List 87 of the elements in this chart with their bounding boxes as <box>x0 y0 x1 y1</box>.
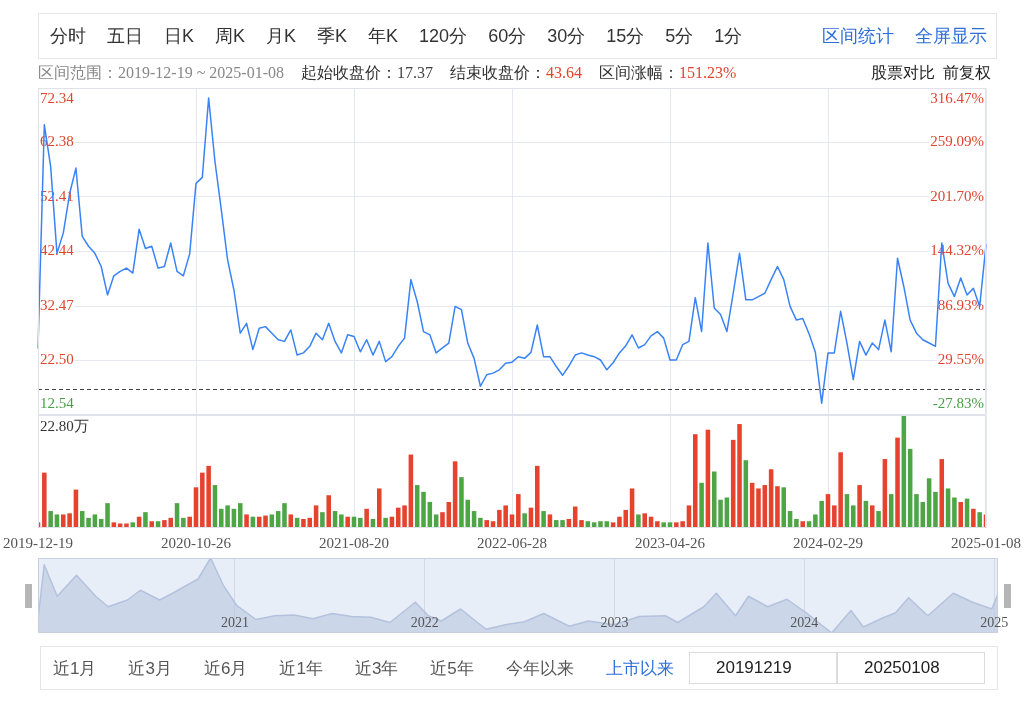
bar <box>181 517 186 528</box>
text: 股票对比 前复权 <box>871 62 991 83</box>
bar <box>636 514 641 528</box>
bar <box>282 503 287 528</box>
bar <box>105 503 110 528</box>
x-tick-label: 2025-01-08 <box>951 534 1021 551</box>
bar <box>933 491 938 528</box>
date-field: 20191219 <box>689 652 837 684</box>
bar <box>952 497 957 528</box>
y2-tick-label: -27.83% <box>932 394 984 411</box>
y-tick-label: 32.47 <box>40 296 75 313</box>
y-tick-label: 42.44 <box>40 242 75 259</box>
bar <box>237 503 243 528</box>
y-tick-label: 22.50 <box>40 351 74 368</box>
x-tick-label: 2022-06-28 <box>477 534 547 551</box>
bar <box>124 523 129 528</box>
bar <box>440 512 445 528</box>
y2-tick-label: 29.55% <box>937 351 984 368</box>
x-tick-label: 2021-08-20 <box>319 534 389 551</box>
bar <box>377 488 382 528</box>
bar <box>326 495 331 528</box>
bar <box>244 514 249 528</box>
bar <box>869 505 875 528</box>
x-tick-label: 2021 <box>220 614 249 630</box>
x-tick-label: 2019-12-19 <box>3 534 73 551</box>
bar <box>971 508 976 528</box>
bar <box>484 520 489 528</box>
bar <box>48 511 53 528</box>
bar <box>699 482 704 528</box>
bar <box>345 516 350 528</box>
text: 区间涨幅：151.23% <box>598 62 737 83</box>
bar <box>143 512 148 528</box>
bar <box>977 512 982 528</box>
text: 区间范围：2019-12-19 ~ 2025-01-08 <box>38 62 284 83</box>
bar <box>655 521 660 528</box>
bar <box>263 515 268 528</box>
bar <box>421 491 426 528</box>
annotation: 22.80万 <box>40 417 89 434</box>
x-tick-label: 2023-04-26 <box>635 534 706 551</box>
x-tick-label: 2022 <box>410 614 439 630</box>
bar <box>876 511 881 528</box>
bar <box>800 521 805 528</box>
toolbar: 分时 五日 日K 周K 月K 季K 年K 120分 60分 30分 15分 5分 1分 区间统计 全屏显示 <box>38 13 997 59</box>
bar <box>781 487 787 528</box>
bar <box>857 485 862 528</box>
bar <box>522 513 527 528</box>
bar <box>693 434 698 528</box>
bar <box>187 516 192 528</box>
y2-tick-label: 316.47% <box>930 89 984 106</box>
bar <box>598 521 603 528</box>
y2-tick-label: 86.93% <box>937 296 984 313</box>
bar <box>851 505 856 528</box>
bar <box>895 437 900 528</box>
bar <box>939 459 945 528</box>
bar <box>958 502 963 528</box>
bar <box>541 511 546 528</box>
x-tick-label: 2024-02-29 <box>793 534 863 551</box>
y2-tick-label: 201.70% <box>930 187 984 204</box>
bar <box>358 517 363 528</box>
y-tick-label: 12.54 <box>40 394 75 411</box>
text: 起始收盘价：17.37 <box>300 62 433 83</box>
bar <box>579 520 584 528</box>
bar <box>320 512 325 528</box>
bar <box>737 424 742 528</box>
bar <box>42 472 47 528</box>
text: 结束收盘价：43.64 <box>449 62 582 83</box>
bar <box>661 522 666 528</box>
bar <box>339 514 344 528</box>
range-toolbar: 近1月 近3月 近6月 近1年 近3年 近5年 今年以来 上市以来 20191219 20250108 <box>40 646 998 690</box>
bar <box>478 517 483 528</box>
x-tick-label: 2020-10-26 <box>161 534 232 551</box>
bar <box>756 488 761 528</box>
bar <box>149 521 155 528</box>
x-tick-label: 2023 <box>600 614 629 630</box>
bar <box>383 517 388 528</box>
y-tick-label: 72.34 <box>40 89 75 106</box>
bar <box>914 494 919 528</box>
date-field: 20250108 <box>837 652 985 684</box>
x-tick-label: 2024 <box>790 614 819 630</box>
x-tick-label: 2025 <box>980 614 1009 630</box>
bar <box>775 486 780 528</box>
bar <box>516 494 521 528</box>
bar <box>642 513 647 528</box>
bar <box>794 518 799 528</box>
bar <box>535 465 540 528</box>
bar <box>364 508 369 528</box>
y2-tick-label: 259.09% <box>930 133 984 150</box>
